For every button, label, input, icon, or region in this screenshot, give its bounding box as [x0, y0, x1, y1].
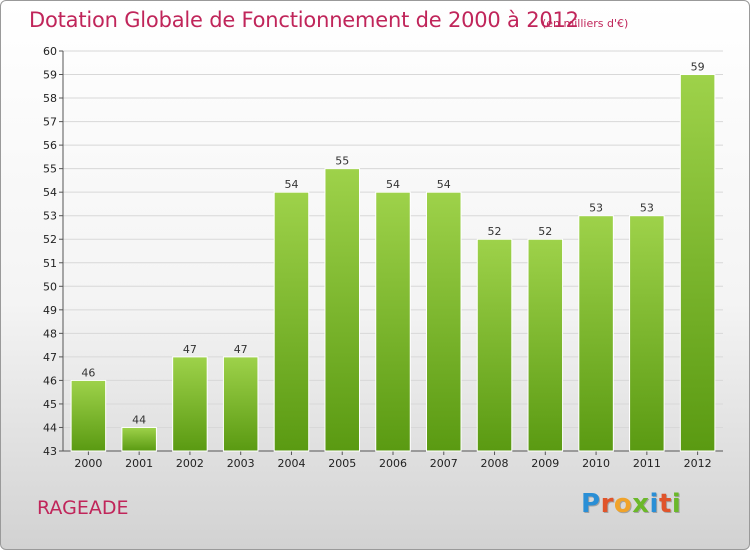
y-tick-label: 59: [43, 69, 57, 82]
y-tick-label: 49: [43, 304, 57, 317]
y-tick-label: 54: [43, 186, 57, 199]
chart-subtitle: (en milliers d'€): [542, 17, 629, 30]
data-label-2002: 47: [183, 343, 197, 356]
y-tick-label: 48: [43, 327, 57, 340]
data-label-2012: 59: [691, 61, 705, 74]
bar-2004: [273, 191, 310, 452]
y-tick-label: 55: [43, 163, 57, 176]
bar-2000: [70, 379, 107, 452]
bar-2010: [578, 215, 614, 452]
bars: [70, 74, 716, 452]
x-tick-label-2008: 2008: [481, 457, 509, 470]
data-label-2003: 47: [234, 343, 248, 356]
x-tick-label-2006: 2006: [379, 457, 407, 470]
bar-2002: [172, 356, 208, 452]
logo-letter: r: [600, 489, 614, 519]
y-tick-label: 53: [43, 210, 57, 223]
x-tick-label-2005: 2005: [328, 457, 356, 470]
data-label-2011: 53: [640, 202, 654, 215]
data-label-2007: 54: [437, 178, 451, 191]
x-tick-label-2011: 2011: [633, 457, 661, 470]
y-tick-label: 51: [43, 257, 57, 270]
x-tick-label-2004: 2004: [277, 457, 305, 470]
y-tick-label: 43: [43, 445, 57, 458]
y-tick-label: 44: [43, 421, 57, 434]
x-tick-label-2012: 2012: [684, 457, 712, 470]
data-label-2010: 53: [589, 202, 603, 215]
logo-letter: i: [649, 489, 659, 519]
bar-2003: [222, 356, 259, 452]
bar-2001: [121, 426, 157, 452]
y-tick-label: 52: [43, 233, 57, 246]
y-tick-label: 60: [43, 45, 57, 58]
data-label-2008: 52: [488, 225, 502, 238]
bar-2011: [629, 215, 665, 452]
y-tick-label: 45: [43, 398, 57, 411]
data-label-2006: 54: [386, 178, 400, 191]
y-tick-label: 50: [43, 280, 57, 293]
logo-letter: P: [581, 489, 601, 519]
y-tick-label: 47: [43, 351, 57, 364]
logo-letter: t: [658, 489, 672, 519]
data-label-2000: 46: [81, 366, 95, 379]
commune-name: RAGEADE: [37, 497, 129, 519]
x-tick-label-2009: 2009: [531, 457, 559, 470]
y-tick-label: 56: [43, 139, 57, 152]
x-tick-label-2003: 2003: [227, 457, 255, 470]
bar-2005: [324, 168, 360, 452]
bar-2008: [476, 238, 513, 452]
x-tick-label-2007: 2007: [430, 457, 458, 470]
y-tick-label: 46: [43, 374, 57, 387]
x-tick-label-2000: 2000: [74, 457, 102, 470]
data-label-2009: 52: [538, 225, 552, 238]
logo-letter: o: [613, 489, 633, 519]
x-tick-label-2001: 2001: [125, 457, 153, 470]
logo-letter: x: [632, 489, 650, 519]
labels: 43 44 45 46 47 48 49 50 51 52 53 54 55 56 57 58 59 60 46 20…: [43, 45, 712, 470]
data-label-2001: 44: [132, 413, 146, 426]
chart-title: Dotation Globale de Fonctionnement de 20…: [29, 8, 579, 32]
proxiti-logo[interactable]: Proxiti: [581, 489, 681, 519]
data-label-2004: 54: [284, 178, 298, 191]
bar-2007: [426, 191, 462, 452]
y-tick-label: 57: [43, 116, 57, 129]
bar-2012: [679, 74, 716, 452]
bar-2009: [527, 238, 564, 452]
bar-2006: [375, 191, 411, 452]
x-tick-label-2002: 2002: [176, 457, 204, 470]
y-tick-label: 58: [43, 92, 57, 105]
x-tick-label-2010: 2010: [582, 457, 610, 470]
data-label-2005: 55: [335, 155, 349, 168]
logo-letter: i: [671, 489, 682, 519]
